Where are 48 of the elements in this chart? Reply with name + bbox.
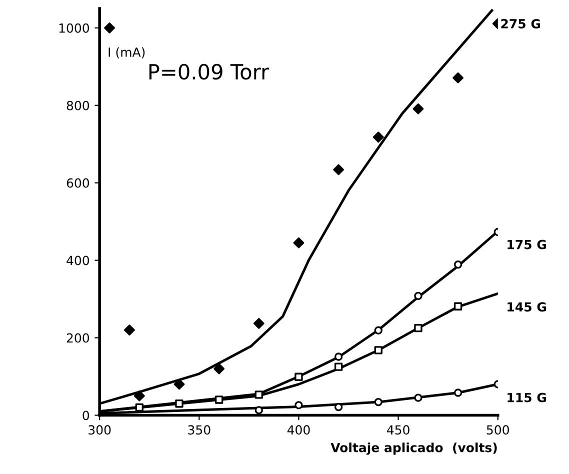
point [104, 22, 115, 34]
point [294, 372, 303, 381]
series-label: 275 G [501, 19, 540, 28]
point [412, 103, 424, 114]
point [254, 390, 263, 399]
point [374, 398, 382, 406]
point [174, 378, 185, 390]
series-label: 115 G [508, 392, 546, 402]
point [374, 326, 382, 334]
y-tick-label: 600 [66, 178, 90, 188]
annotation: P=0.09 Torr [149, 64, 270, 80]
point [175, 400, 184, 408]
point [253, 318, 264, 329]
y-tick-label: 200 [66, 333, 90, 343]
y-tick-label: 1000 [59, 23, 90, 33]
point [334, 362, 343, 371]
point [124, 324, 135, 336]
point [294, 401, 303, 410]
y-axis-title: I (mA) [108, 47, 145, 58]
point [454, 302, 462, 310]
point [414, 394, 422, 402]
x-tick-label: 450 [386, 425, 410, 435]
y-tick-label: 400 [66, 256, 90, 266]
point [454, 388, 462, 397]
series-label: 145 G [508, 302, 546, 312]
point [293, 237, 304, 248]
x-tick-label: 300 [88, 425, 111, 435]
point [452, 72, 464, 84]
point [372, 132, 384, 143]
x-tick-label: 350 [188, 425, 210, 435]
y-tick-label: 800 [66, 100, 90, 110]
point [214, 363, 225, 374]
point [134, 390, 145, 402]
point [334, 403, 343, 412]
x-axis-title: Voltaje aplicado (volts) [330, 442, 497, 455]
point [414, 292, 422, 300]
y-tick-label: 0 [82, 410, 90, 420]
point [414, 324, 422, 332]
series-label: 175 G [508, 240, 546, 250]
x-tick-label: 500 [486, 425, 509, 435]
point [334, 352, 343, 361]
point [374, 346, 382, 354]
point [333, 164, 344, 176]
point [254, 406, 263, 414]
x-tick-label: 400 [287, 425, 310, 435]
point [454, 260, 462, 269]
point [135, 403, 144, 412]
point [214, 396, 224, 404]
